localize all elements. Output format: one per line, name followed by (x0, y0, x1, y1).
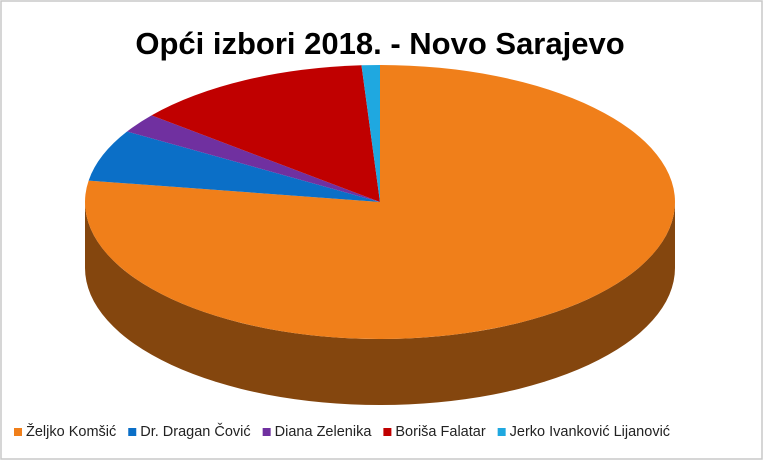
legend-label: Željko Komšić (26, 423, 116, 440)
legend-label: Diana Zelenika (275, 424, 373, 440)
pie-slice (88, 131, 380, 202)
legend-label: Dr. Dragan Čović (140, 423, 250, 440)
legend-swatch (262, 428, 271, 436)
legend-label: Jerko Ivanković Lijanović (510, 424, 670, 440)
pie-slice (151, 65, 380, 202)
legend-swatch (383, 428, 392, 436)
legend-swatch (14, 428, 22, 436)
legend-swatch (497, 428, 506, 436)
legend-swatch (128, 428, 137, 436)
pie-slice (127, 115, 381, 202)
pie-slice (361, 65, 380, 202)
legend-label: Boriša Falatar (395, 424, 485, 440)
pie-slice (85, 65, 676, 339)
pie-slice-side (85, 202, 675, 405)
chart-title: Opći izbori 2018. - Novo Sarajevo (135, 26, 624, 61)
